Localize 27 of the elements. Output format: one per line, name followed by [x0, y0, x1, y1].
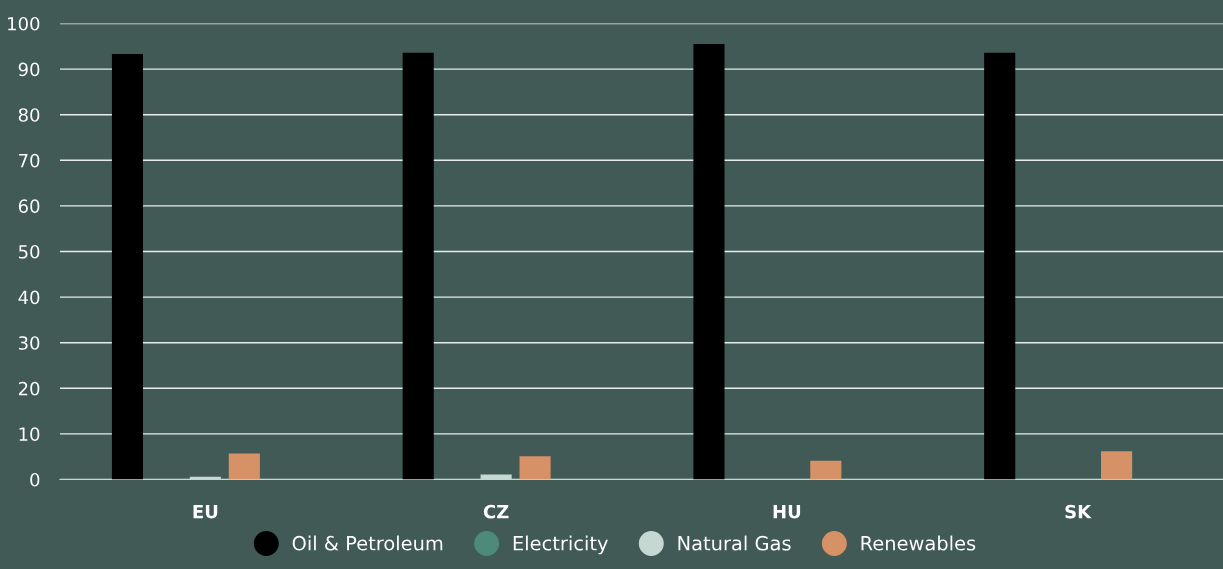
y-tick-label: 70: [19, 153, 40, 168]
y-tick-label: 20: [18, 381, 40, 396]
bar: [111, 54, 144, 480]
legend-label: Natural Gas: [678, 535, 791, 551]
x-tick-label: HU: [773, 505, 801, 519]
y-tick-label: 30: [18, 336, 40, 350]
bar: [810, 460, 842, 480]
bar: [984, 52, 1016, 480]
legend-label: Oil & Petroleum: [292, 535, 443, 551]
y-tick-label: 60: [18, 199, 40, 214]
y-tick-label: 50: [18, 244, 40, 259]
x-tick-label: SK: [1065, 504, 1092, 519]
legend-label: Electricity: [513, 535, 608, 555]
bar: [228, 453, 260, 480]
y-tick-label: 80: [18, 108, 40, 122]
y-tick-label: 90: [18, 62, 40, 77]
bar: [693, 44, 725, 480]
y-tick-label: 100: [8, 16, 40, 31]
bar: [402, 52, 434, 480]
y-tick-label: 10: [19, 427, 40, 442]
y-tick-label: 0: [30, 472, 40, 487]
bar: [519, 456, 551, 480]
x-tick-label: EU: [193, 505, 218, 519]
y-tick-label: 40: [18, 290, 40, 305]
x-tick-label: CZ: [483, 504, 509, 519]
legend-label: Renewables: [861, 535, 976, 551]
bar: [1101, 451, 1133, 480]
